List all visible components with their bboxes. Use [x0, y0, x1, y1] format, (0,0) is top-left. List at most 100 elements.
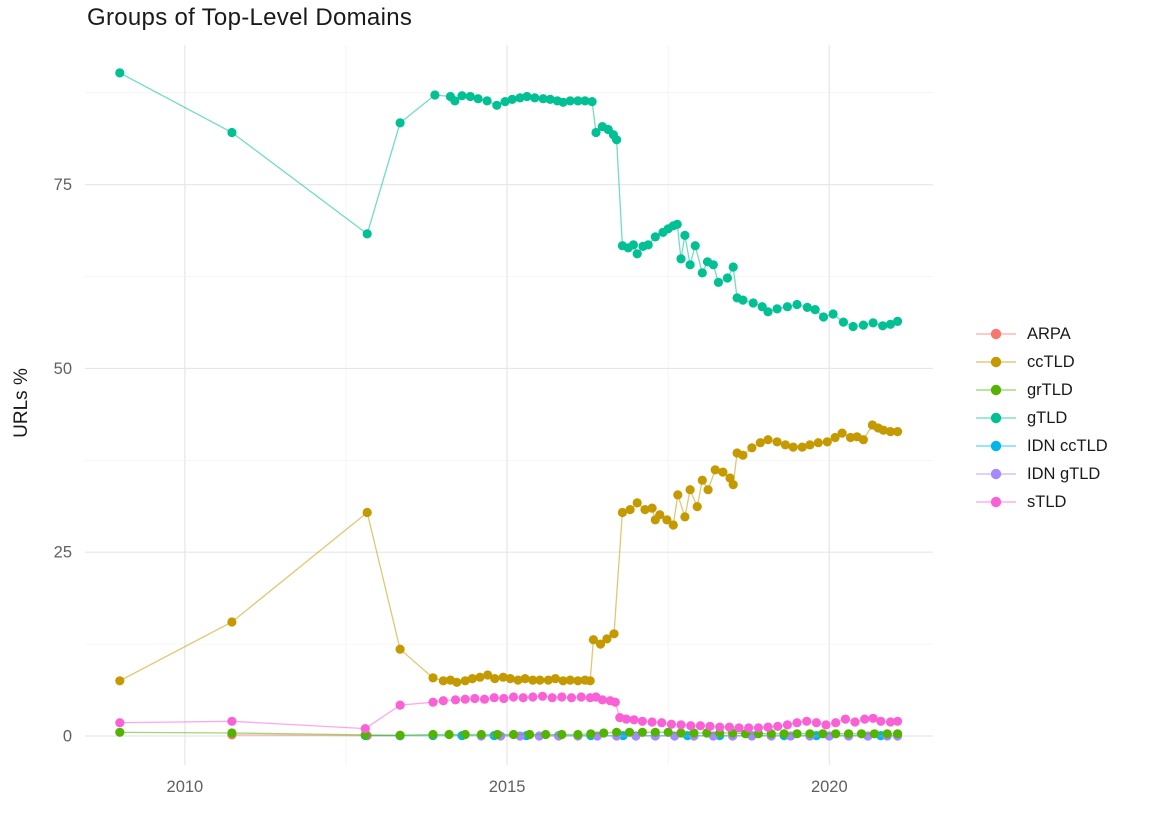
series-point-grTLD — [893, 729, 903, 739]
series-point-sTLD — [753, 723, 764, 733]
series-point-grTLD — [882, 729, 892, 739]
series-point-ccTLD — [655, 510, 665, 520]
series-line-gTLD — [119, 72, 898, 328]
series-point-ccTLD — [535, 675, 545, 685]
series-point-ccTLD — [573, 676, 583, 686]
series-point-gTLD — [772, 304, 782, 314]
series-point-ccTLD — [805, 440, 815, 450]
series-point-sTLD — [395, 700, 405, 710]
series-point-grTLD — [115, 727, 125, 737]
plot-area: 0 25 50 75 2010 2015 2020 — [54, 45, 933, 796]
y-tick-label: 25 — [54, 544, 72, 562]
series-point-sTLD — [647, 717, 657, 727]
series-point-ccTLD — [738, 450, 748, 460]
series-point-sTLD — [876, 716, 886, 726]
series-point-grTLD — [612, 727, 622, 737]
series-point-sTLD — [557, 692, 567, 702]
series-point-sTLD — [763, 722, 773, 732]
series-point-gTLD — [362, 229, 372, 239]
series-line-ccTLD — [119, 424, 898, 683]
series-point-ccTLD — [780, 440, 791, 450]
series-point-sTLD — [666, 719, 677, 729]
series-point-ccTLD — [565, 675, 575, 685]
series-point-ccTLD — [428, 673, 438, 683]
series-point-sTLD — [724, 722, 735, 732]
series-point-sTLD — [115, 718, 125, 728]
series-point-sTLD — [576, 692, 586, 702]
series-point-grTLD — [476, 729, 486, 740]
series-point-grTLD — [557, 729, 567, 740]
series-point-sTLD — [528, 692, 538, 702]
series-point-ccTLD — [513, 675, 523, 685]
series-point-ccTLD — [822, 437, 832, 447]
series-point-grTLD — [805, 729, 815, 739]
series-point-ccTLD — [747, 443, 757, 453]
series-point-grTLD — [676, 728, 686, 738]
series-point-gTLD — [722, 273, 733, 283]
series-point-sTLD — [831, 718, 841, 728]
series-point-ccTLD — [490, 674, 500, 684]
series-point-grTLD — [444, 729, 454, 740]
series-point-grTLD — [663, 727, 673, 737]
series-point-gTLD — [580, 96, 590, 106]
x-tick-label: 2020 — [811, 778, 848, 796]
series-point-gTLD — [672, 219, 682, 229]
series-point-gTLD — [545, 94, 555, 104]
legend-item-grTLD: grTLD — [975, 376, 1108, 404]
series-point-grTLD — [792, 729, 802, 739]
series-point-gTLD — [838, 317, 849, 327]
legend: ARPA ccTLD grTLD gTLD IDN ccTLD IDN gTLD sTLD — [975, 320, 1108, 516]
legend-label: ccTLD — [1027, 352, 1075, 371]
x-tick-label: 2010 — [167, 778, 204, 796]
series-point-gTLD — [430, 90, 440, 100]
series-point-gTLD — [628, 240, 639, 250]
series-point-ccTLD — [438, 676, 448, 686]
legend-key-icon — [976, 328, 1016, 340]
series-point-ccTLD — [362, 507, 372, 518]
series-point-sTLD — [470, 693, 480, 704]
series-point-sTLD — [428, 697, 438, 707]
series-point-gTLD — [697, 268, 707, 278]
series-point-gTLD — [802, 302, 812, 312]
series-point-grTLD — [541, 729, 551, 740]
series-point-sTLD — [460, 694, 470, 704]
series-point-gTLD — [818, 312, 829, 322]
series-point-sTLD — [705, 721, 715, 732]
series-point-sTLD — [479, 694, 490, 704]
series-point-sTLD — [676, 720, 686, 730]
series-point-grTLD — [831, 729, 841, 739]
series-point-gTLD — [465, 91, 475, 102]
series-point-gTLD — [878, 321, 888, 331]
series-point-gTLD — [573, 96, 583, 106]
series-point-gTLD — [748, 298, 758, 308]
legend-item-IDN-gTLD: IDN gTLD — [975, 460, 1108, 488]
series-point-ccTLD — [772, 437, 782, 447]
series-point-grTLD — [227, 728, 237, 738]
series-point-gTLD — [885, 319, 896, 329]
series-point-grTLD — [586, 729, 596, 739]
series-point-ccTLD — [617, 507, 628, 518]
series-point-ccTLD — [520, 674, 530, 684]
series-point-gTLD — [713, 277, 724, 287]
series-point-sTLD — [629, 715, 639, 725]
legend-key-icon — [976, 356, 1016, 368]
series-point-sTLD — [621, 714, 631, 724]
series-point-ccTLD — [609, 629, 619, 639]
series-point-grTLD — [844, 729, 854, 739]
series-point-ccTLD — [813, 438, 823, 448]
series-point-sTLD — [802, 716, 812, 726]
series-point-ccTLD — [718, 467, 728, 477]
series-point-ccTLD — [483, 670, 493, 680]
series-point-ccTLD — [668, 520, 678, 530]
series-point-ccTLD — [837, 428, 847, 438]
series-point-ccTLD — [878, 425, 889, 435]
series-point-gTLD — [893, 316, 903, 326]
series-point-sTLD — [508, 692, 519, 702]
series-point-sTLD — [566, 693, 577, 703]
legend-label: IDN ccTLD — [1027, 436, 1108, 455]
series-point-gTLD — [680, 230, 690, 240]
series-point-grTLD — [650, 727, 660, 737]
series-point-sTLD — [438, 696, 448, 706]
series-point-gTLD — [500, 97, 510, 107]
series-point-sTLD — [537, 691, 548, 701]
